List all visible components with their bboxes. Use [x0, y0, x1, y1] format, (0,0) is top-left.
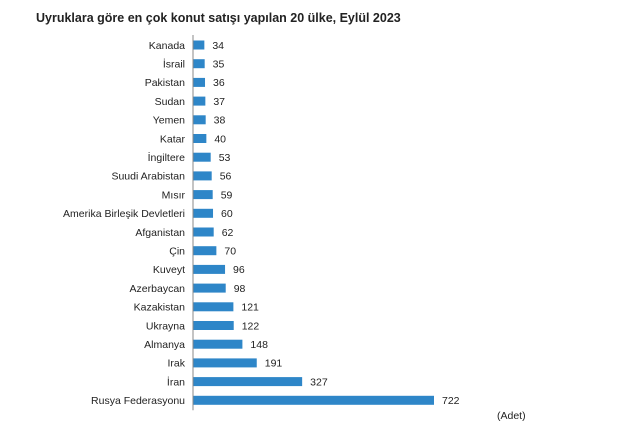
category-label: Irak	[167, 358, 185, 370]
value-label: 62	[222, 227, 234, 239]
category-label: İsrail	[163, 58, 185, 71]
category-label: Suudi Arabistan	[111, 171, 185, 183]
category-label: Ukrayna	[146, 320, 185, 332]
category-label: Azerbaycan	[130, 283, 186, 295]
value-label: 53	[219, 152, 231, 164]
value-label: 722	[442, 395, 460, 407]
bar	[193, 171, 212, 181]
bar	[193, 283, 226, 293]
category-label: Pakistan	[145, 77, 185, 89]
value-label: 36	[213, 77, 225, 89]
bar	[193, 115, 206, 125]
bar	[193, 227, 214, 237]
category-label: İngiltere	[148, 151, 186, 164]
category-label: Afganistan	[135, 227, 185, 239]
value-label: 148	[250, 339, 268, 351]
bar	[193, 77, 206, 87]
value-label: 59	[221, 189, 233, 201]
value-label: 35	[213, 59, 225, 71]
bar	[193, 321, 234, 330]
bar	[193, 395, 434, 405]
bar	[193, 134, 207, 143]
category-label: Yemen	[153, 115, 185, 127]
unit-label: (Adet)	[497, 410, 526, 422]
value-label: 98	[234, 283, 246, 295]
category-label: Almanya	[144, 339, 185, 351]
value-label: 60	[221, 208, 233, 220]
bar	[193, 358, 257, 368]
value-label: 38	[214, 115, 226, 127]
category-label: Sudan	[155, 96, 186, 108]
bar	[193, 264, 226, 274]
bar	[193, 302, 234, 312]
value-label: 191	[265, 358, 283, 370]
value-label: 37	[213, 96, 225, 108]
bar	[193, 377, 303, 387]
bar	[193, 152, 211, 162]
value-label: 122	[242, 320, 260, 332]
category-label: Kanada	[149, 40, 185, 52]
bar	[193, 208, 214, 218]
category-label: İran	[167, 375, 185, 388]
bar	[193, 190, 213, 200]
bar	[193, 96, 206, 106]
value-label: 70	[224, 246, 236, 258]
bars-layer: Kanada 34 İsrail 35 Pakistan 36 Sudan 37 Yemen 38…	[63, 40, 460, 407]
bar	[193, 246, 217, 256]
value-label: 34	[212, 40, 224, 52]
value-label: 56	[220, 171, 232, 183]
category-label: Çin	[169, 246, 185, 258]
category-label: Kuveyt	[153, 264, 185, 276]
bar	[193, 339, 243, 349]
category-label: Kazakistan	[134, 302, 186, 314]
value-label: 96	[233, 264, 245, 276]
value-label: 327	[310, 376, 328, 388]
category-label: Mısır	[162, 189, 186, 201]
category-label: Rusya Federasyonu	[91, 395, 185, 407]
value-label: 40	[214, 133, 226, 145]
bar	[193, 59, 205, 69]
category-label: Amerika Birleşik Devletleri	[63, 208, 185, 220]
chart-title: Uyruklara göre en çok konut satışı yapıl…	[36, 11, 401, 25]
bar	[193, 40, 205, 50]
category-label: Katar	[160, 133, 186, 145]
value-label: 121	[241, 302, 259, 314]
